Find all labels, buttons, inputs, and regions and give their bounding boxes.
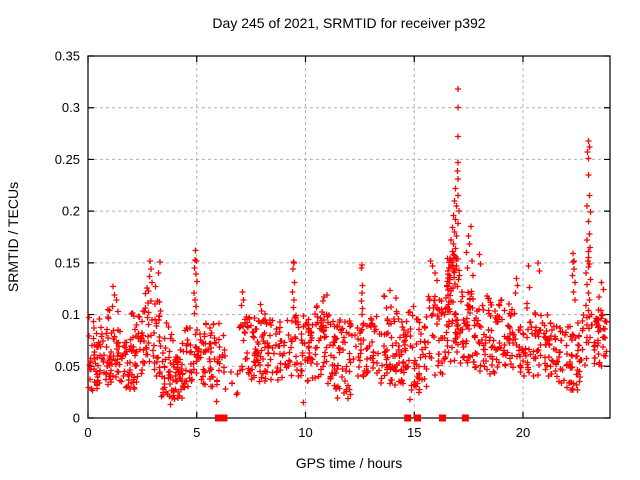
y-tick-label: 0.3 [62,100,80,115]
y-tick-label: 0.2 [62,204,80,219]
flag-square [220,414,228,422]
flag-square [404,414,412,422]
flag-square [439,414,447,422]
y-tick-label: 0.35 [55,49,80,64]
flag-square [414,414,422,422]
y-tick-label: 0.15 [55,255,80,270]
chart-title: Day 245 of 2021, SRMTID for receiver p39… [212,15,486,31]
x-tick-label: 15 [407,425,421,440]
y-tick-label: 0 [73,411,80,426]
plot-border [87,55,611,419]
x-tick-label: 20 [516,425,530,440]
y-tick-label: 0.1 [62,307,80,322]
x-axis-label: GPS time / hours [295,455,403,471]
axis-tick-marks [87,55,610,419]
flag-square [215,414,222,422]
y-tick-label: 0.05 [55,359,80,374]
grid-lines [88,56,610,418]
y-tick-label: 0.25 [55,152,80,167]
scatter-points [85,86,610,408]
x-tick-label: 5 [193,425,200,440]
flag-square [461,414,469,422]
x-tick-label: 10 [298,425,312,440]
x-tick-label: 0 [84,425,91,440]
